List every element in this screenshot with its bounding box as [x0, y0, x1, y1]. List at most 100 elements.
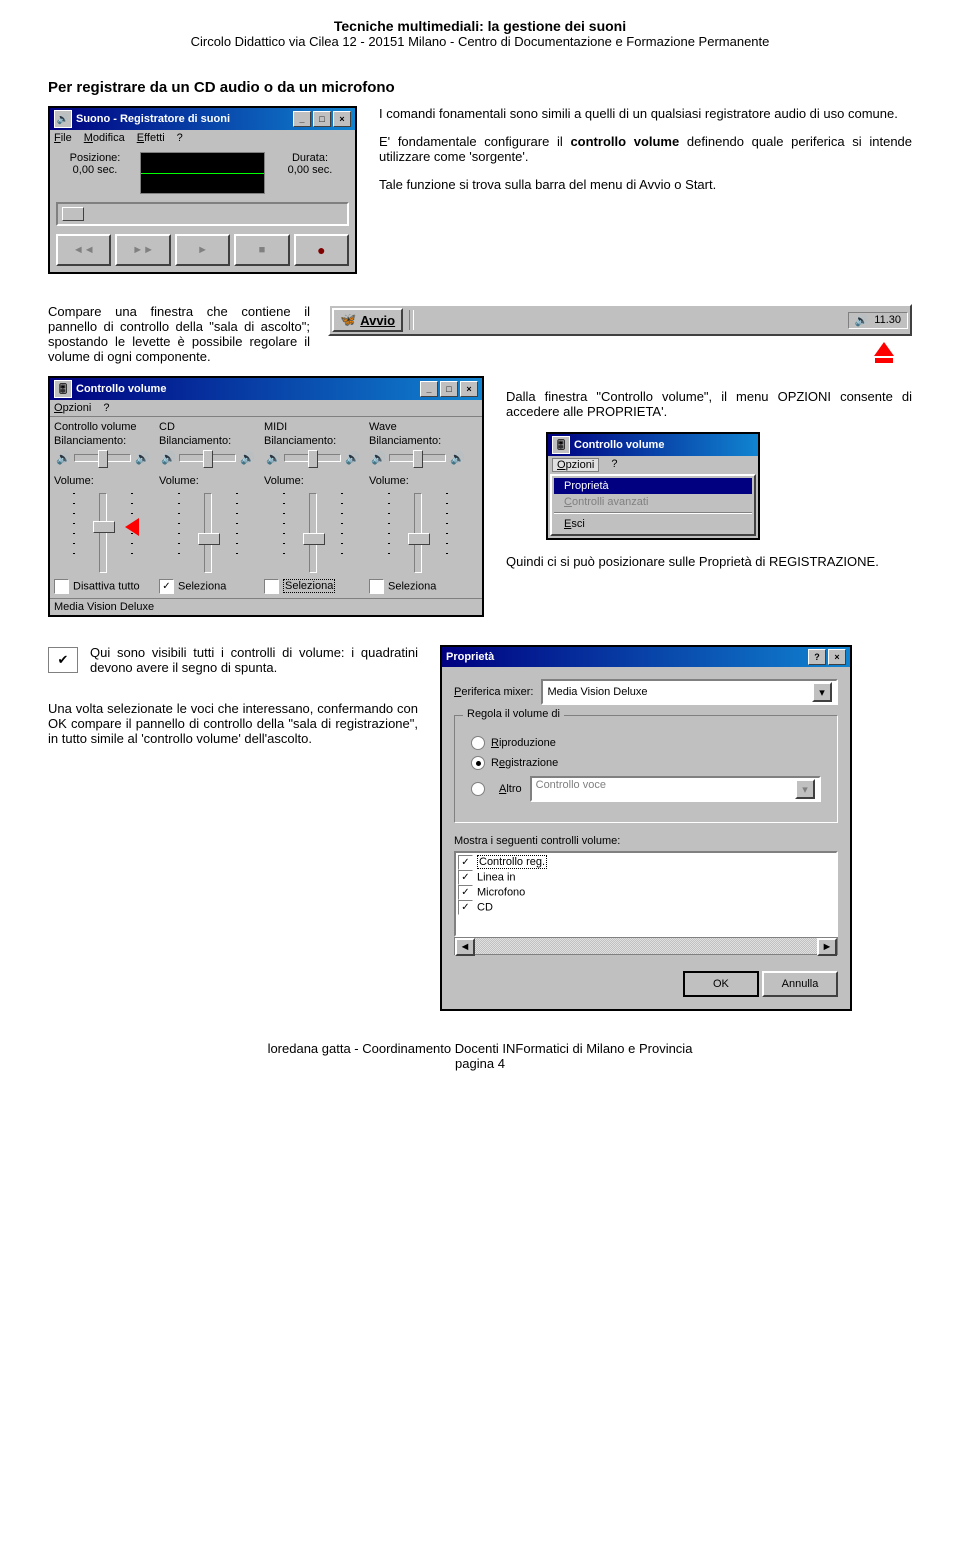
speaker-icon: 🔊 — [54, 110, 72, 128]
volume-slider[interactable] — [414, 493, 422, 573]
page-footer: loredana gatta - Coordinamento Docenti I… — [48, 1041, 912, 1071]
sound-recorder-window: 🔊 Suono - Registratore di suoni _ □ × Fi… — [48, 106, 357, 274]
section1-p2: E' fondamentale configurare il controllo… — [379, 134, 912, 164]
radio-altro[interactable]: Altro Controllo voce▾ — [471, 776, 821, 802]
volume-slider[interactable] — [99, 493, 107, 573]
waveform-display — [140, 152, 265, 194]
minimize-icon[interactable]: _ — [420, 381, 438, 397]
volume-mixer-window: 🎚 Controllo volume _ □ × Opzioni ? Contr… — [48, 376, 484, 617]
section2-p: Compare una finestra che contiene il pan… — [48, 304, 310, 364]
speaker-right-icon: 🔊 — [345, 451, 359, 465]
mixer-status: Media Vision Deluxe — [50, 598, 482, 615]
close-icon[interactable]: × — [333, 111, 351, 127]
speaker-left-icon: 🔊 — [161, 451, 175, 465]
channel-checkbox[interactable]: Seleziona — [369, 579, 466, 594]
close-icon[interactable]: × — [828, 649, 846, 665]
controls-listbox[interactable]: ✓Controllo reg. ✓Linea in ✓Microfono ✓CD — [454, 851, 838, 937]
speaker-left-icon: 🔊 — [371, 451, 385, 465]
red-arrow-slider — [125, 518, 139, 536]
play-button[interactable]: ► — [175, 234, 230, 266]
list-scrollbar[interactable]: ◄► — [454, 937, 838, 955]
balance-slider[interactable] — [179, 454, 236, 462]
menu-esci[interactable]: Esci — [554, 516, 752, 532]
radio-riproduzione[interactable]: Riproduzione — [471, 736, 821, 750]
mixer-channel-cd: CDBilanciamento:🔊🔊Volume:✓Seleziona — [155, 417, 260, 598]
help-icon[interactable]: ? — [808, 649, 826, 665]
header-title: Tecniche multimediali: la gestione dei s… — [48, 18, 912, 34]
forward-button[interactable]: ►► — [115, 234, 170, 266]
mixer-title: Controllo volume — [76, 383, 166, 395]
menu-effetti[interactable]: Effetti — [137, 132, 165, 144]
menu-opzioni-open[interactable]: Opzioni — [552, 458, 599, 472]
group-regola: Regola il volume di Riproduzione Registr… — [454, 715, 838, 823]
speaker-right-icon: 🔊 — [240, 451, 254, 465]
periferica-select[interactable]: Media Vision Deluxe ▾ — [541, 679, 838, 705]
tray-speaker-icon[interactable]: 🔊 — [855, 314, 869, 327]
menu-help[interactable]: ? — [177, 132, 183, 144]
menu-opzioni[interactable]: Opzioni — [54, 402, 91, 414]
header-sub: Circolo Didattico via Cilea 12 - 20151 M… — [48, 34, 912, 49]
start-button[interactable]: 🦋 Avvio — [332, 308, 403, 332]
maximize-icon[interactable]: □ — [313, 111, 331, 127]
footer-line1: loredana gatta - Coordinamento Docenti I… — [48, 1041, 912, 1056]
posizione-value: 0,00 sec. — [56, 164, 134, 176]
section3-p2: Quindi ci si può posizionare sulle Propr… — [506, 554, 912, 569]
cancel-button[interactable]: Annulla — [762, 971, 838, 997]
menu-file[interactable]: File — [54, 132, 72, 144]
mixer-icon: 🎚 — [552, 436, 570, 454]
menu-avanzati: Controlli avanzati — [554, 494, 752, 510]
group2-label: Mostra i seguenti controlli volume: — [454, 835, 838, 847]
seek-slider[interactable] — [56, 202, 349, 226]
speaker-left-icon: 🔊 — [56, 451, 70, 465]
red-arrow-tray — [874, 342, 894, 363]
section4-p2: Una volta selezionate le voci che intere… — [48, 701, 418, 746]
speaker-right-icon: 🔊 — [135, 451, 149, 465]
properties-dialog: Proprietà ? × Periferica mixer: Media Vi… — [440, 645, 852, 1011]
durata-value: 0,00 sec. — [271, 164, 349, 176]
mixer-menubar: Opzioni ? — [50, 400, 482, 416]
channel-checkbox[interactable]: ✓Seleziona — [159, 579, 256, 594]
footer-line2: pagina 4 — [48, 1056, 912, 1071]
durata-label: Durata: — [271, 152, 349, 164]
tray-clock: 11.30 — [874, 314, 901, 326]
balance-slider[interactable] — [74, 454, 131, 462]
opzioni-dropdown: Proprietà Controlli avanzati Esci — [550, 474, 756, 536]
page-header: Tecniche multimediali: la gestione dei s… — [48, 18, 912, 49]
rewind-button[interactable]: ◄◄ — [56, 234, 111, 266]
mixer-channel-wave: WaveBilanciamento:🔊🔊Volume:Seleziona — [365, 417, 470, 598]
speaker-right-icon: 🔊 — [450, 451, 464, 465]
recorder-title: Suono - Registratore di suoni — [76, 113, 230, 125]
props-title: Proprietà — [446, 651, 494, 663]
taskbar: 🦋 Avvio 🔊 11.30 — [328, 304, 912, 336]
mixer-channel-midi: MIDIBilanciamento:🔊🔊Volume:Seleziona — [260, 417, 365, 598]
mixer-icon: 🎚 — [54, 380, 72, 398]
recorder-menubar: File Modifica Effetti ? — [50, 130, 355, 146]
record-button[interactable]: ● — [294, 234, 349, 266]
small-mixer-title: Controllo volume — [574, 439, 664, 451]
section3-p1: Dalla finestra "Controllo volume", il me… — [506, 389, 912, 419]
stop-button[interactable]: ■ — [234, 234, 289, 266]
maximize-icon[interactable]: □ — [440, 381, 458, 397]
section1-p3: Tale funzione si trova sulla barra del m… — [379, 177, 912, 192]
balance-slider[interactable] — [284, 454, 341, 462]
recorder-titlebar: 🔊 Suono - Registratore di suoni _ □ × — [50, 108, 355, 130]
volume-slider[interactable] — [309, 493, 317, 573]
posizione-label: Posizione: — [56, 152, 134, 164]
periferica-label: Periferica mixer: — [454, 686, 533, 698]
volume-slider[interactable] — [204, 493, 212, 573]
section1-p1: I comandi fonamentali sono simili a quel… — [379, 106, 912, 121]
menu-proprieta[interactable]: Proprietà — [554, 478, 752, 494]
menu-help[interactable]: ? — [611, 458, 617, 472]
balance-slider[interactable] — [389, 454, 446, 462]
close-icon[interactable]: × — [460, 381, 478, 397]
minimize-icon[interactable]: _ — [293, 111, 311, 127]
radio-registrazione[interactable]: Registrazione — [471, 756, 821, 770]
channel-checkbox[interactable]: Seleziona — [264, 579, 361, 594]
ok-button[interactable]: OK — [683, 971, 759, 997]
channel-checkbox[interactable]: Disattiva tutto — [54, 579, 151, 594]
small-mixer-window: 🎚 Controllo volume Opzioni ? Proprietà C… — [546, 432, 760, 540]
menu-help[interactable]: ? — [103, 402, 109, 414]
menu-modifica[interactable]: Modifica — [84, 132, 125, 144]
section1-title: Per registrare da un CD audio o da un mi… — [48, 79, 912, 96]
speaker-left-icon: 🔊 — [266, 451, 280, 465]
